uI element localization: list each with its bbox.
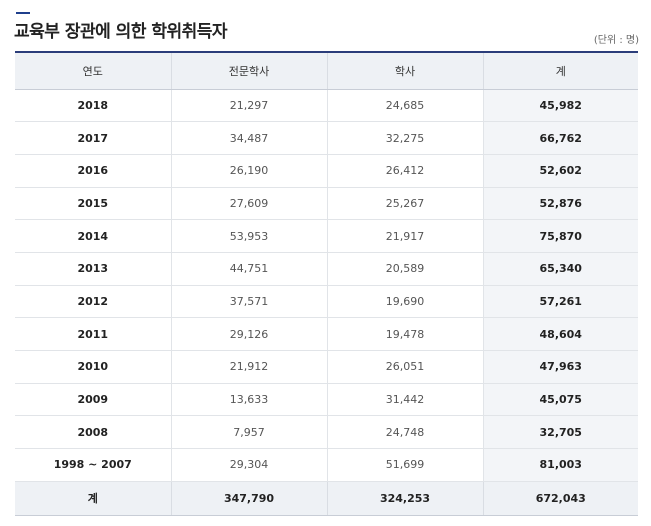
- cell-total: 57,261: [482, 285, 638, 319]
- cell-year: 2017: [15, 121, 171, 155]
- cell-bachelor: 26,412: [326, 154, 483, 188]
- cell-year: 2008: [15, 415, 171, 450]
- table-row: 2011 29,126 19,478 48,604: [15, 317, 638, 351]
- col-header-year: 연도: [15, 51, 171, 90]
- degree-table: 연도 전문학사 학사 계 2018 21,297 24,685 45,982 2017 3…: [15, 51, 638, 516]
- cell-associate: 13,633: [170, 383, 327, 417]
- table-row: 2008 7,957 24,748 32,705: [15, 415, 638, 450]
- cell-year: 2014: [15, 219, 171, 253]
- cell-bachelor: 21,917: [326, 219, 483, 253]
- table-row: 2009 13,633 31,442 45,075: [15, 383, 638, 417]
- table-row: 2016 26,190 26,412 52,602: [15, 154, 638, 188]
- cell-year: 2016: [15, 154, 171, 188]
- table-row: 2014 53,953 21,917 75,870: [15, 219, 638, 253]
- cell-year: 2018: [15, 89, 171, 123]
- table-footer-row: 계 347,790 324,253 672,043: [15, 480, 638, 516]
- cell-associate: 53,953: [170, 219, 327, 253]
- cell-year: 2012: [15, 285, 171, 319]
- cell-year: 2015: [15, 187, 171, 221]
- cell-associate: 27,609: [170, 187, 327, 221]
- cell-total: 52,876: [482, 187, 638, 221]
- cell-associate: 29,304: [170, 448, 327, 482]
- cell-total: 81,003: [482, 448, 638, 482]
- cell-associate: 21,912: [170, 350, 327, 384]
- cell-total: 47,963: [482, 350, 638, 384]
- cell-year: 2010: [15, 350, 171, 384]
- table-row: 2015 27,609 25,267 52,876: [15, 187, 638, 221]
- table-row: 1998 ~ 2007 29,304 51,699 81,003: [15, 448, 638, 482]
- title-accent-bar: [16, 12, 30, 14]
- cell-bachelor: 32,275: [326, 121, 483, 155]
- col-header-total: 계: [482, 51, 638, 90]
- cell-associate: 44,751: [170, 252, 327, 286]
- cell-total: 45,075: [482, 383, 638, 417]
- unit-label: (단위 : 명): [593, 35, 639, 46]
- cell-bachelor: 24,748: [326, 415, 483, 450]
- cell-bachelor: 51,699: [326, 448, 483, 482]
- cell-bachelor: 24,685: [326, 89, 483, 123]
- cell-bachelor: 19,478: [326, 317, 483, 351]
- cell-total: 52,602: [482, 154, 638, 188]
- footer-bachelor: 324,253: [326, 480, 483, 516]
- table-row: 2018 21,297 24,685 45,982: [15, 89, 638, 123]
- cell-total: 48,604: [482, 317, 638, 351]
- cell-associate: 37,571: [170, 285, 327, 319]
- cell-bachelor: 20,589: [326, 252, 483, 286]
- page-title: 교육부 장관에 의한 학위취득자: [14, 22, 228, 42]
- cell-year: 2011: [15, 317, 171, 351]
- footer-associate: 347,790: [170, 480, 327, 516]
- table-row: 2013 44,751 20,589 65,340: [15, 252, 638, 286]
- table-header-row: 연도 전문학사 학사 계: [15, 51, 638, 90]
- cell-year: 2009: [15, 383, 171, 417]
- cell-year: 1998 ~ 2007: [15, 448, 171, 482]
- cell-associate: 29,126: [170, 317, 327, 351]
- cell-year: 2013: [15, 252, 171, 286]
- cell-total: 66,762: [482, 121, 638, 155]
- cell-associate: 7,957: [170, 415, 327, 450]
- cell-total: 75,870: [482, 219, 638, 253]
- cell-total: 32,705: [482, 415, 638, 450]
- cell-bachelor: 31,442: [326, 383, 483, 417]
- col-header-associate: 전문학사: [170, 51, 327, 90]
- cell-bachelor: 26,051: [326, 350, 483, 384]
- cell-bachelor: 25,267: [326, 187, 483, 221]
- cell-associate: 21,297: [170, 89, 327, 123]
- footer-label: 계: [15, 480, 171, 516]
- cell-total: 45,982: [482, 89, 638, 123]
- col-header-bachelor: 학사: [326, 51, 483, 90]
- cell-associate: 26,190: [170, 154, 327, 188]
- table-row: 2012 37,571 19,690 57,261: [15, 285, 638, 319]
- cell-total: 65,340: [482, 252, 638, 286]
- footer-total: 672,043: [482, 480, 638, 516]
- table-row: 2010 21,912 26,051 47,963: [15, 350, 638, 384]
- cell-bachelor: 19,690: [326, 285, 483, 319]
- cell-associate: 34,487: [170, 121, 327, 155]
- table-row: 2017 34,487 32,275 66,762: [15, 121, 638, 155]
